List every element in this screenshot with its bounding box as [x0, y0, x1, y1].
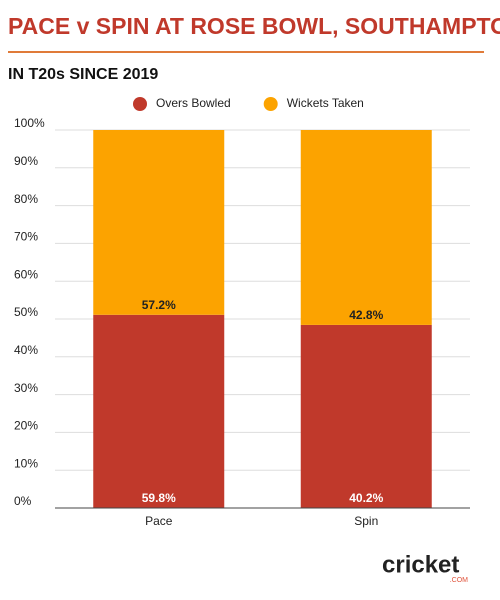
- legend-marker: [133, 97, 147, 111]
- y-tick-label: 10%: [14, 456, 38, 470]
- bar-segment: [300, 324, 432, 508]
- y-tick-label: 40%: [14, 343, 38, 357]
- y-tick-label: 90%: [14, 154, 38, 168]
- y-tick-label: 30%: [14, 381, 38, 395]
- y-tick-label: 70%: [14, 230, 38, 244]
- bar-segment: [93, 130, 225, 315]
- legend-marker: [263, 97, 278, 111]
- y-tick-label: 100%: [14, 116, 45, 130]
- logo: cricket: [382, 551, 459, 578]
- y-tick-label: 0%: [14, 494, 32, 508]
- data-label: 40.2%: [349, 491, 383, 505]
- y-tick-label: 60%: [14, 267, 38, 281]
- x-tick-label: Spin: [354, 514, 378, 528]
- data-label: 57.2%: [142, 298, 176, 312]
- chart-title: PACE v SPIN AT ROSE BOWL, SOUTHAMPTON: [8, 13, 500, 39]
- bar-segment: [300, 130, 432, 325]
- y-tick-label: 50%: [14, 305, 38, 319]
- legend-label: Wickets Taken: [287, 96, 364, 110]
- bar-segment: [93, 314, 225, 508]
- chart-subtitle: IN T20s SINCE 2019: [8, 66, 158, 83]
- data-label: 59.8%: [142, 491, 176, 505]
- x-tick-label: Pace: [145, 514, 173, 528]
- logo-sub: .COM: [450, 577, 468, 584]
- y-tick-label: 80%: [14, 192, 38, 206]
- legend-label: Overs Bowled: [156, 96, 231, 110]
- y-tick-label: 20%: [14, 419, 38, 433]
- data-label: 42.8%: [349, 308, 383, 322]
